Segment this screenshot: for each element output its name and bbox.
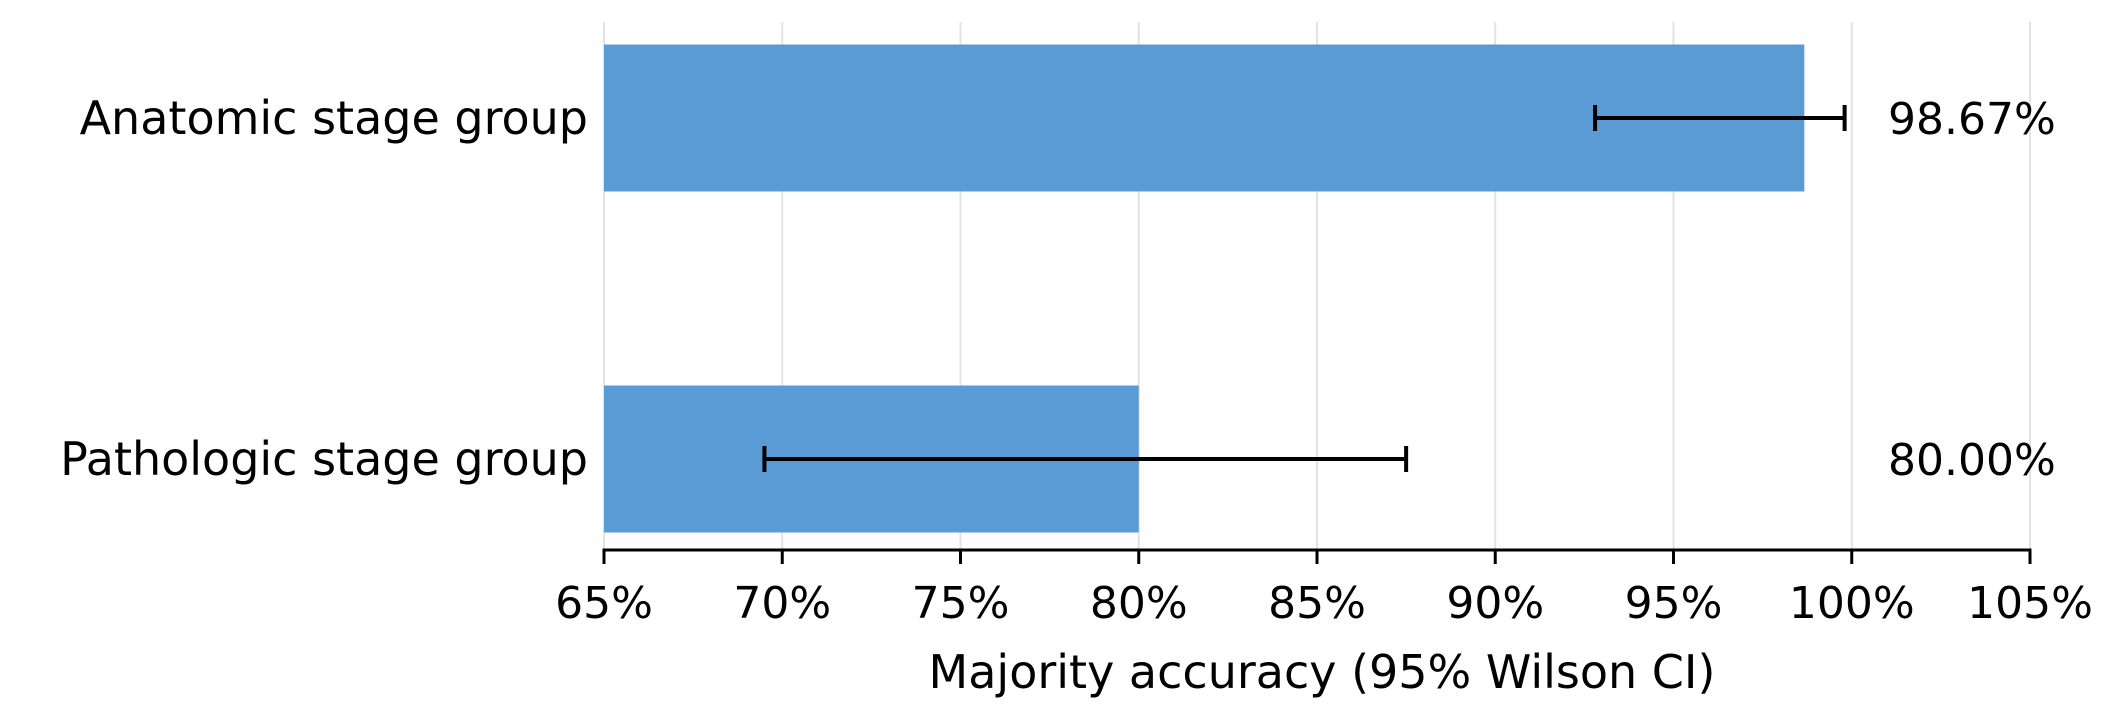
- x-tick-label: 80%: [1090, 578, 1188, 629]
- category-label: Anatomic stage group: [80, 91, 588, 145]
- error-bars: [762, 105, 1847, 472]
- category-label: Pathologic stage group: [60, 432, 588, 486]
- category-labels: Anatomic stage group Pathologic stage gro…: [60, 91, 588, 486]
- x-tick-label: 85%: [1268, 578, 1366, 629]
- value-labels: 98.67% 80.00%: [1888, 94, 2056, 486]
- value-label: 80.00%: [1888, 435, 2056, 486]
- value-label: 98.67%: [1888, 94, 2056, 145]
- x-tick-label: 95%: [1625, 578, 1723, 629]
- x-tick-label: 100%: [1789, 578, 1915, 629]
- x-axis-title: Majority accuracy (95% Wilson CI): [929, 645, 1716, 699]
- x-tick-label: 70%: [733, 578, 831, 629]
- x-tick-label: 105%: [1967, 578, 2093, 629]
- x-tick-label: 75%: [912, 578, 1010, 629]
- x-ticks: 65% 70% 75% 80% 85% 90% 95% 100% 105%: [555, 550, 2093, 629]
- x-tick-label: 90%: [1446, 578, 1544, 629]
- x-tick-label: 65%: [555, 578, 653, 629]
